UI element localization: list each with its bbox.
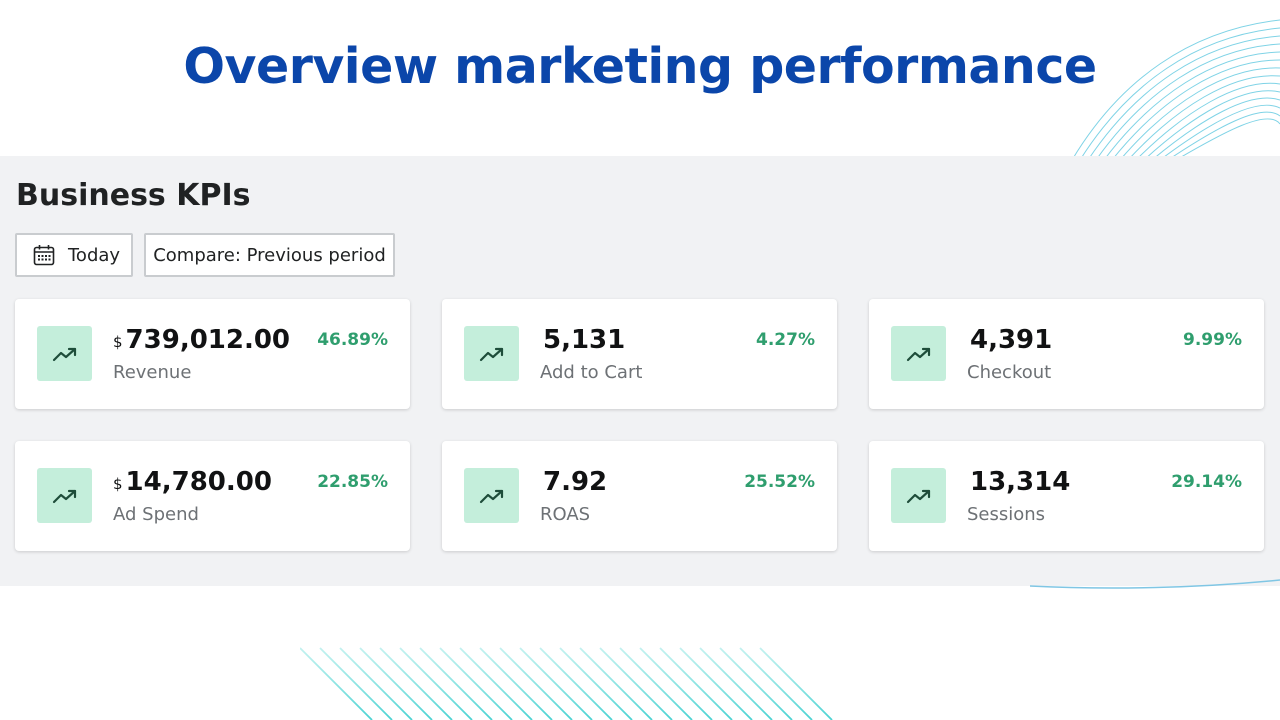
trend-badge: [37, 468, 92, 523]
kpi-delta: 22.85%: [317, 472, 388, 492]
trending-up-icon: [479, 347, 503, 361]
kpi-card-ad-spend[interactable]: $14,780.00 Ad Spend 22.85%: [15, 441, 410, 551]
kpi-value: 5,131: [540, 325, 625, 355]
compare-button[interactable]: Compare: Previous period: [144, 233, 395, 277]
currency-symbol: $: [113, 333, 123, 351]
kpi-value: 4,391: [967, 325, 1052, 355]
trend-badge: [891, 326, 946, 381]
kpi-card-add-to-cart[interactable]: 5,131 Add to Cart 4.27%: [442, 299, 837, 409]
trending-up-icon: [52, 347, 76, 361]
kpi-card-sessions[interactable]: 13,314 Sessions 29.14%: [869, 441, 1264, 551]
currency-symbol: $: [113, 475, 123, 493]
panel-title: Business KPIs: [16, 178, 251, 213]
kpi-value: $14,780.00: [113, 467, 272, 497]
page-title: Overview marketing performance: [183, 38, 1097, 95]
kpi-label: Ad Spend: [113, 504, 199, 525]
trend-badge: [464, 468, 519, 523]
kpi-amount: 4,391: [970, 325, 1053, 355]
kpi-delta: 46.89%: [317, 330, 388, 350]
decorative-stripes: [300, 647, 833, 720]
trending-up-icon: [479, 489, 503, 503]
trend-badge: [464, 326, 519, 381]
kpi-label: ROAS: [540, 504, 591, 525]
kpi-card-checkout[interactable]: 4,391 Checkout 9.99%: [869, 299, 1264, 409]
trending-up-icon: [906, 347, 930, 361]
kpi-amount: 7.92: [543, 467, 608, 497]
kpi-value: $739,012.00: [113, 325, 290, 355]
kpi-amount: 14,780.00: [125, 467, 272, 497]
kpi-delta: 9.99%: [1183, 330, 1242, 350]
kpi-amount: 739,012.00: [125, 325, 291, 355]
compare-label: Compare: Previous period: [153, 244, 386, 266]
kpi-delta: 25.52%: [744, 472, 815, 492]
trending-up-icon: [52, 489, 76, 503]
kpi-card-roas[interactable]: 7.92 ROAS 25.52%: [442, 441, 837, 551]
trend-badge: [891, 468, 946, 523]
kpi-amount: 13,314: [970, 467, 1071, 497]
trend-badge: [37, 326, 92, 381]
kpi-label: Add to Cart: [540, 362, 643, 383]
kpi-card-revenue[interactable]: $739,012.00 Revenue 46.89%: [15, 299, 410, 409]
kpi-value: 7.92: [540, 467, 607, 497]
kpi-value: 13,314: [967, 467, 1070, 497]
kpi-label: Checkout: [967, 362, 1052, 383]
date-range-label: Today: [68, 244, 121, 266]
kpi-delta: 4.27%: [756, 330, 815, 350]
kpi-delta: 29.14%: [1171, 472, 1242, 492]
date-range-button[interactable]: Today: [15, 233, 133, 277]
kpi-label: Sessions: [967, 504, 1046, 525]
calendar-icon: [33, 245, 55, 266]
kpi-panel: Business KPIs Today Compare: Previous pe…: [0, 156, 1280, 586]
kpi-label: Revenue: [113, 362, 192, 383]
kpi-amount: 5,131: [543, 325, 626, 355]
trending-up-icon: [906, 489, 930, 503]
